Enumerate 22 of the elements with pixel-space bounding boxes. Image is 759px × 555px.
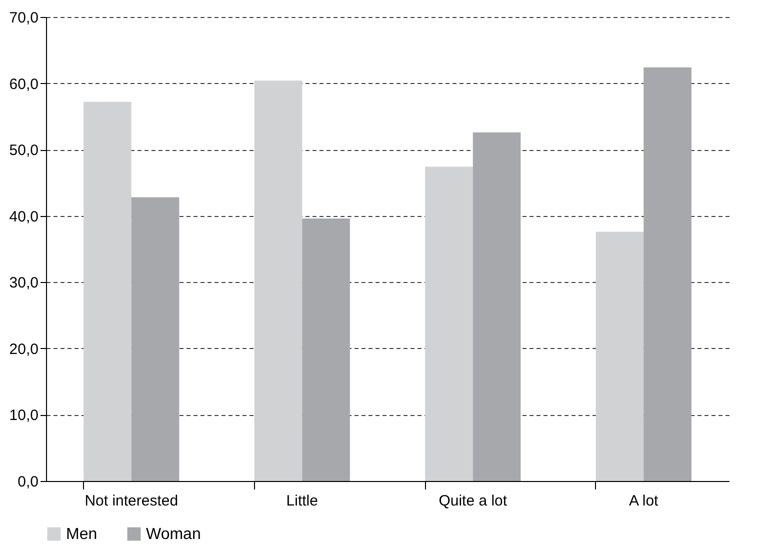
x-tick-label: Not interested — [84, 492, 178, 510]
bar — [472, 132, 521, 481]
legend-label: Woman — [146, 526, 201, 543]
x-tick-label: Little — [286, 492, 318, 510]
y-tick-label: 70,0 — [9, 10, 38, 26]
y-tick-label: 40,0 — [9, 208, 38, 226]
y-tick-label: 30,0 — [9, 274, 38, 292]
legend-label: Men — [66, 526, 98, 543]
y-tick-label: 20,0 — [9, 340, 38, 358]
bar — [84, 102, 132, 481]
y-tick-label: 10,0 — [9, 407, 38, 424]
x-tick-label: Quite a lot — [438, 492, 508, 510]
y-tick-label: 60,0 — [9, 76, 38, 93]
bar — [425, 166, 473, 481]
bar — [596, 232, 644, 481]
bar — [644, 67, 692, 481]
y-tick-label: 0,0 — [18, 474, 38, 490]
x-tick-label: A lot — [629, 492, 660, 510]
bar — [302, 218, 350, 481]
bar — [254, 80, 302, 481]
bar — [131, 197, 180, 481]
y-tick-label: 50,0 — [9, 142, 38, 160]
